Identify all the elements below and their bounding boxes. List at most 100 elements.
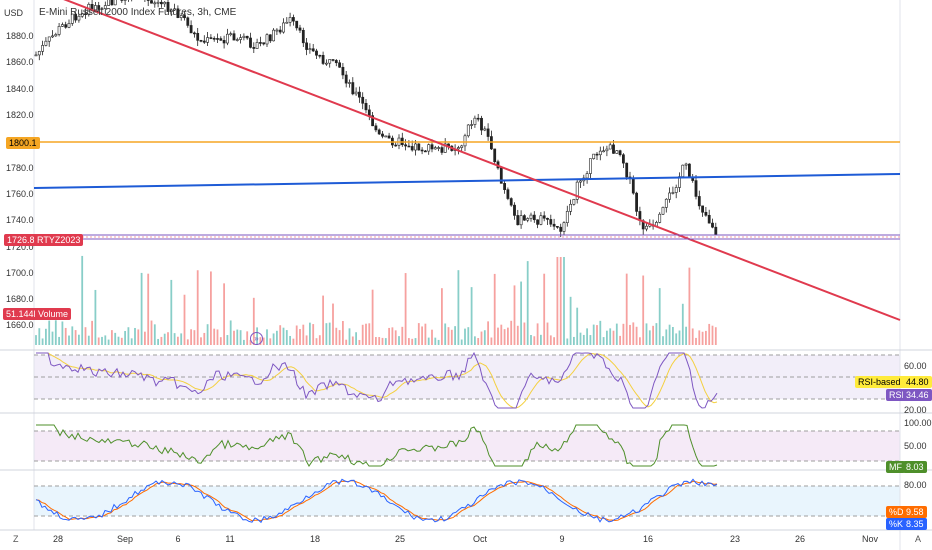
symbol-title[interactable]: E-Mini Russell 2000 Index Futures, 3h, C… xyxy=(39,7,237,18)
candle-body xyxy=(516,215,520,226)
candle-body xyxy=(704,211,708,216)
candle-body xyxy=(291,17,295,22)
volume-bar xyxy=(474,336,476,345)
price-axis-label: 1700.0 xyxy=(6,268,34,278)
candle-body xyxy=(658,213,662,223)
candle-body xyxy=(245,35,249,39)
candle-body xyxy=(546,217,549,220)
candle-body xyxy=(268,34,272,42)
volume-bar xyxy=(292,338,295,345)
blue-trend-line xyxy=(33,173,901,189)
volume-bar xyxy=(183,294,186,345)
candle-body xyxy=(311,48,315,52)
candle-body xyxy=(258,42,262,44)
candle-body xyxy=(423,150,427,153)
candle-body xyxy=(565,211,569,223)
volume-bar xyxy=(609,328,612,345)
candle-body xyxy=(226,33,229,44)
volume-bar xyxy=(332,303,334,345)
rsi-axis-60: 60.00 xyxy=(904,361,927,371)
candle-body xyxy=(687,163,691,178)
volume-bar xyxy=(213,328,216,345)
candle-body xyxy=(41,45,45,52)
candle-body xyxy=(588,158,592,174)
candle-body xyxy=(579,180,582,183)
log-scale-button[interactable]: Z xyxy=(13,534,19,544)
volume-bar xyxy=(276,330,278,345)
volume-bar xyxy=(391,327,394,345)
volume-bar xyxy=(576,307,579,345)
volume-bar xyxy=(74,330,77,345)
candle-body xyxy=(625,162,629,178)
candle-body xyxy=(67,23,71,28)
volume-bar xyxy=(124,330,126,345)
volume-bar xyxy=(51,331,54,345)
replay-icon[interactable]: » xyxy=(250,332,263,345)
volume-bar xyxy=(612,330,615,345)
candle-body xyxy=(542,215,546,219)
volume-bar xyxy=(41,338,44,345)
candle-body xyxy=(176,8,180,18)
volume-bar xyxy=(678,330,681,345)
candle-body xyxy=(631,178,635,194)
volume-bar xyxy=(381,337,384,345)
volume-bar xyxy=(117,336,120,345)
candle-body xyxy=(163,1,167,5)
volume-bar xyxy=(450,329,453,345)
volume-bar xyxy=(599,320,602,345)
price-axis-label: 1860.0 xyxy=(6,57,34,67)
volume-bar xyxy=(144,331,146,345)
volume-bar xyxy=(444,323,447,345)
candle-body xyxy=(216,38,219,40)
candle-body xyxy=(645,225,648,230)
volume-bar xyxy=(454,326,456,345)
candle-body xyxy=(255,42,259,49)
candle-body xyxy=(463,135,467,147)
volume-bar xyxy=(701,331,704,345)
volume-bar xyxy=(441,288,443,345)
candle-body xyxy=(456,147,460,150)
volume-bar xyxy=(503,329,506,345)
rsi-axis-20: 20.00 xyxy=(904,405,927,415)
candle-body xyxy=(206,37,210,43)
volume-bar xyxy=(632,322,635,345)
candle-body xyxy=(173,8,177,11)
volume-bar xyxy=(648,330,651,345)
volume-bar xyxy=(635,326,638,345)
volume-bar xyxy=(289,335,291,345)
volume-bar xyxy=(606,330,608,345)
time-axis-label: 28 xyxy=(52,534,64,544)
volume-bar xyxy=(206,324,209,345)
candle-body xyxy=(64,24,68,28)
candle-body xyxy=(539,215,543,225)
volume-bar xyxy=(84,327,87,345)
candle-body xyxy=(404,144,408,147)
volume-bar xyxy=(424,323,427,345)
volume-bar xyxy=(358,339,361,345)
volume-bar xyxy=(97,337,100,345)
candle-body xyxy=(70,13,74,24)
current-price-tag: 1726.8 xyxy=(4,234,38,246)
candle-body xyxy=(298,27,302,31)
candle-body xyxy=(598,150,602,156)
auto-scale-button[interactable]: A xyxy=(915,534,922,544)
volume-bar xyxy=(622,323,625,345)
price-axis-label: 1820.0 xyxy=(6,110,34,120)
volume-bar xyxy=(497,327,499,345)
time-axis-label: 9 xyxy=(559,534,565,544)
volume-bar xyxy=(219,337,222,345)
volume-bar xyxy=(579,332,582,345)
candle-body xyxy=(674,187,678,193)
volume-bar xyxy=(266,329,268,345)
volume-bar xyxy=(645,323,648,345)
candle-body xyxy=(156,1,160,4)
candle-body xyxy=(470,124,474,126)
volume-bar xyxy=(312,324,315,345)
volume-bar xyxy=(668,324,671,345)
candle-body xyxy=(519,215,523,226)
volume-bar xyxy=(120,337,123,345)
candle-body xyxy=(57,26,61,35)
rsi-line xyxy=(36,351,718,409)
volume-bar xyxy=(533,336,536,345)
